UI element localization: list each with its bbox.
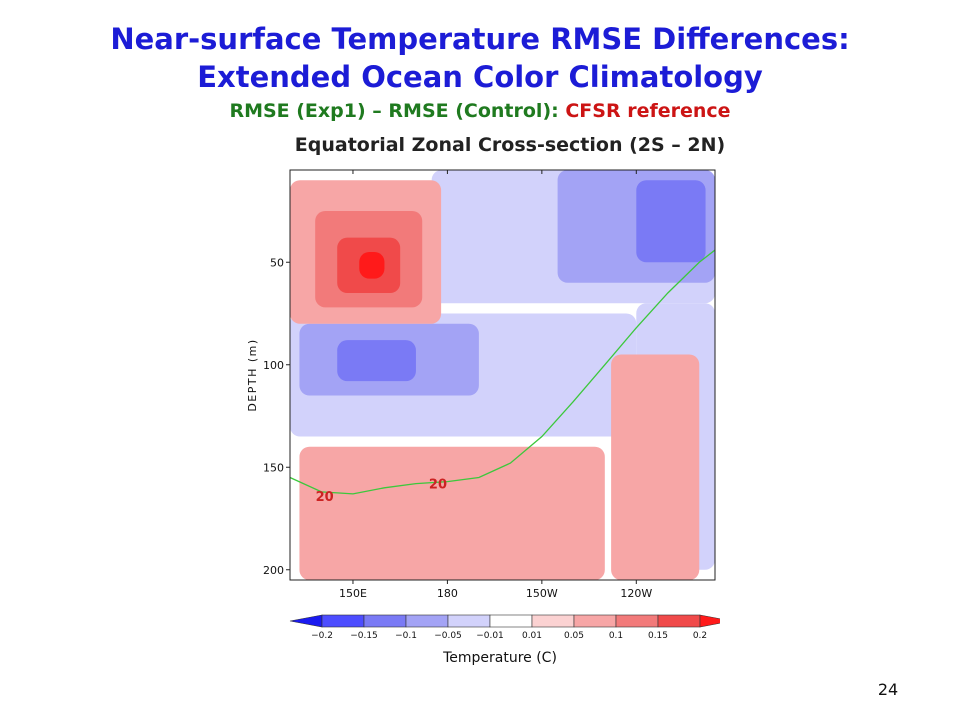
isotherm-label-1: 20 [429, 478, 447, 493]
colorbar-label: Temperature (C) [443, 650, 557, 666]
colorbar-tick-label-8: 0.15 [648, 631, 668, 641]
heatmap-region-6 [337, 340, 416, 382]
y-tick-label-0: 50 [270, 256, 284, 269]
colorbar-tick-label-6: 0.05 [564, 631, 584, 641]
slide-title-line1: Near-surface Temperature RMSE Difference… [110, 22, 850, 56]
colorbar-segment-7 [615, 614, 659, 628]
slide-subtitle: RMSE (Exp1) – RMSE (Control): CFSR refer… [0, 100, 960, 122]
colorbar: −0.2 −0.15 −0.1 −0.05 −0.01 0.01 0.05 0.1 0.15 0.… [289, 614, 720, 641]
x-tick-label-0: 150E [339, 587, 367, 600]
colorbar-arrow-low [289, 614, 323, 628]
heatmap-field [290, 170, 715, 580]
heatmap-region-3 [636, 180, 706, 263]
heatmap-region-13 [611, 354, 700, 580]
y-axis-label: DEPTH (m) [246, 338, 259, 411]
colorbar-tick-label-0: −0.2 [311, 631, 333, 641]
colorbar-tick-label-1: −0.15 [350, 631, 378, 641]
page-number: 24 [877, 680, 899, 699]
isotherm-label-0: 20 [316, 490, 334, 505]
heatmap-region-11 [359, 252, 385, 279]
subtitle-rmse-label: RMSE (Exp1) – RMSE (Control): [229, 100, 566, 122]
x-axis-ticks: 150E 180 150W 120W [339, 170, 652, 600]
slide-title-line2: Extended Ocean Color Climatology [197, 60, 763, 94]
y-axis-ticks: 50 100 150 200 [263, 256, 290, 577]
colorbar-segment-4 [489, 614, 533, 628]
x-tick-label-2: 150W [526, 587, 558, 600]
colorbar-segment-3 [447, 614, 491, 628]
colorbar-tick-label-7: 0.1 [609, 631, 623, 641]
y-tick-label-1: 100 [263, 359, 284, 372]
colorbar-tick-label-4: −0.01 [476, 631, 504, 641]
colorbar-tick-label-2: −0.1 [395, 631, 417, 641]
colorbar-segment-5 [531, 614, 575, 628]
colorbar-tick-label-3: −0.05 [434, 631, 462, 641]
colorbar-segment-6 [573, 614, 617, 628]
colorbar-tick-label-5: 0.01 [522, 631, 542, 641]
plot-frame [289, 169, 716, 581]
x-tick-label-1: 180 [437, 587, 458, 600]
colorbar-segment-8 [657, 614, 701, 628]
cross-section-title: Equatorial Zonal Cross-section (2S – 2N) [294, 134, 726, 156]
x-tick-label-3: 120W [620, 587, 652, 600]
colorbar-segment-0 [321, 614, 365, 628]
colorbar-tick-label-9: 0.2 [693, 631, 707, 641]
heatmap-region-12 [299, 446, 605, 580]
colorbar-arrow-high [699, 614, 720, 628]
y-tick-label-2: 150 [263, 461, 284, 474]
subtitle-reference-label: CFSR reference [565, 100, 731, 122]
colorbar-segment-1 [363, 614, 407, 628]
colorbar-segment-2 [405, 614, 449, 628]
isotherm-20c-line [290, 249, 715, 495]
y-tick-label-3: 200 [263, 564, 284, 577]
